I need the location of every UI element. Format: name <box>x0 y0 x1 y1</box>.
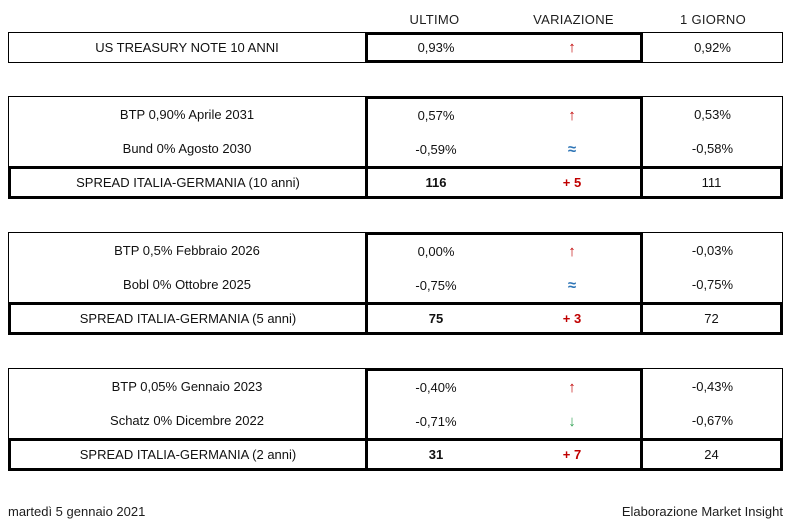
giorno-value: -0,75% <box>691 277 734 293</box>
trend-flat-icon: ≈ <box>567 140 577 158</box>
giorno-value: 0,53% <box>694 106 731 122</box>
trend-up-icon: ↑ <box>568 379 576 397</box>
spread-label: SPREAD ITALIA-GERMANIA (5 anni) <box>79 311 297 326</box>
bond-section: BTP 0,5% Febbraio 2026 Bobl 0% Ottobre 20… <box>8 232 783 335</box>
trend-up-icon: ↑ <box>568 107 576 125</box>
giorno-value: -0,67% <box>691 413 734 429</box>
ultimo-value: 0,00% <box>417 244 455 260</box>
1-giorno-box: 0,53% -0,58% <box>643 96 783 166</box>
ultimo-value: -0,75% <box>415 277 457 293</box>
spread-label: SPREAD ITALIA-GERMANIA (2 anni) <box>79 447 297 462</box>
bond-values: 0,57% ↑ <box>368 99 640 133</box>
spread-ultimo-value: 116 <box>425 175 447 190</box>
table-header: ULTIMO VARIAZIONE 1 GIORNO <box>8 6 783 32</box>
column-header-variazione: VARIAZIONE <box>533 11 614 27</box>
ultimo-value: -0,40% <box>415 380 457 396</box>
footer-date: martedì 5 gennaio 2021 <box>8 504 146 519</box>
bond-values: -0,40% ↑ <box>368 371 640 405</box>
label-column-box: BTP 0,5% Febbraio 2026 Bobl 0% Ottobre 20… <box>8 232 365 302</box>
spread-giorno-value: 72 <box>704 311 719 326</box>
bond-values: -0,59% ≈ <box>368 133 640 167</box>
trend-up-icon: ↑ <box>568 39 576 56</box>
trend-down-icon: ↓ <box>568 412 576 430</box>
bond-rows: BTP 0,90% Aprile 2031 Bund 0% Agosto 2030… <box>8 96 783 166</box>
spread-row: SPREAD ITALIA-GERMANIA (2 anni) 31 + 7 2… <box>8 438 783 471</box>
spread-giorno-value: 24 <box>704 447 719 462</box>
spread-row: SPREAD ITALIA-GERMANIA (10 anni) 116 + 5… <box>8 166 783 199</box>
ultimo-value: -0,71% <box>415 413 457 429</box>
giorno-value: -0,43% <box>691 378 734 394</box>
trend-flat-icon: ≈ <box>567 276 577 294</box>
1-giorno-box: -0,43% -0,67% <box>643 368 783 438</box>
1-giorno-box: -0,03% -0,75% <box>643 232 783 302</box>
label-column-box: US TREASURY NOTE 10 ANNI <box>8 32 365 63</box>
column-header-1-giorno: 1 GIORNO <box>680 11 746 27</box>
ultimo-value: 0,93% <box>417 40 455 55</box>
ultimo-value: -0,59% <box>415 141 457 157</box>
label-column-box: BTP 0,05% Gennaio 2023 Schatz 0% Dicembre… <box>8 368 365 438</box>
bond-values: -0,75% ≈ <box>368 269 640 303</box>
spread-mid-cell: 75 + 3 <box>365 305 643 332</box>
spread-variazione-value: + 3 <box>562 311 582 326</box>
bond-label: BTP 0,5% Febbraio 2026 <box>114 242 260 258</box>
bond-label: Schatz 0% Dicembre 2022 <box>110 413 264 429</box>
bond-section: US TREASURY NOTE 10 ANNI 0,93% ↑ 0,92% <box>8 32 783 63</box>
spread-mid-cell: 116 + 5 <box>365 169 643 196</box>
bond-label: Bund 0% Agosto 2030 <box>122 141 252 157</box>
spread-ultimo-value: 31 <box>428 447 444 462</box>
label-column-box: BTP 0,90% Aprile 2031 Bund 0% Agosto 2030 <box>8 96 365 166</box>
ultimo-variazione-box: 0,57% ↑ -0,59% ≈ <box>365 96 643 166</box>
giorno-value: -0,03% <box>691 242 734 258</box>
spread-variazione-value: + 7 <box>562 447 582 462</box>
spread-mid-cell: 31 + 7 <box>365 441 643 468</box>
bond-rows: BTP 0,05% Gennaio 2023 Schatz 0% Dicembre… <box>8 368 783 438</box>
footer: martedì 5 gennaio 2021 Elaborazione Mark… <box>8 504 783 519</box>
spread-row: SPREAD ITALIA-GERMANIA (5 anni) 75 + 3 7… <box>8 302 783 335</box>
bond-sections: US TREASURY NOTE 10 ANNI 0,93% ↑ 0,92% BT… <box>8 32 783 471</box>
ultimo-variazione-box: 0,00% ↑ -0,75% ≈ <box>365 232 643 302</box>
bond-values: 0,93% ↑ <box>368 35 640 60</box>
bond-section: BTP 0,90% Aprile 2031 Bund 0% Agosto 2030… <box>8 96 783 199</box>
ultimo-variazione-box: -0,40% ↑ -0,71% ↓ <box>365 368 643 438</box>
bond-rows: BTP 0,5% Febbraio 2026 Bobl 0% Ottobre 20… <box>8 232 783 302</box>
ultimo-value: 0,57% <box>417 108 455 124</box>
column-header-ultimo: ULTIMO <box>409 11 460 27</box>
giorno-value: -0,58% <box>691 141 734 157</box>
footer-credit: Elaborazione Market Insight <box>621 504 783 519</box>
1-giorno-box: 0,92% <box>643 32 783 63</box>
giorno-value: 0,92% <box>694 40 731 55</box>
bond-rows: US TREASURY NOTE 10 ANNI 0,93% ↑ 0,92% <box>8 32 783 63</box>
spread-label: SPREAD ITALIA-GERMANIA (10 anni) <box>76 175 300 190</box>
bond-label: Bobl 0% Ottobre 2025 <box>123 277 251 293</box>
bond-label: BTP 0,90% Aprile 2031 <box>119 106 255 122</box>
trend-up-icon: ↑ <box>568 243 576 261</box>
bond-label: BTP 0,05% Gennaio 2023 <box>111 378 263 394</box>
bond-values: -0,71% ↓ <box>368 405 640 439</box>
bond-section: BTP 0,05% Gennaio 2023 Schatz 0% Dicembre… <box>8 368 783 471</box>
bond-values: 0,00% ↑ <box>368 235 640 269</box>
ultimo-variazione-box: 0,93% ↑ <box>365 32 643 63</box>
spread-giorno-value: 111 <box>701 175 722 190</box>
spread-ultimo-value: 75 <box>428 311 444 326</box>
spread-variazione-value: + 5 <box>562 175 582 190</box>
bond-label: US TREASURY NOTE 10 ANNI <box>95 40 279 55</box>
